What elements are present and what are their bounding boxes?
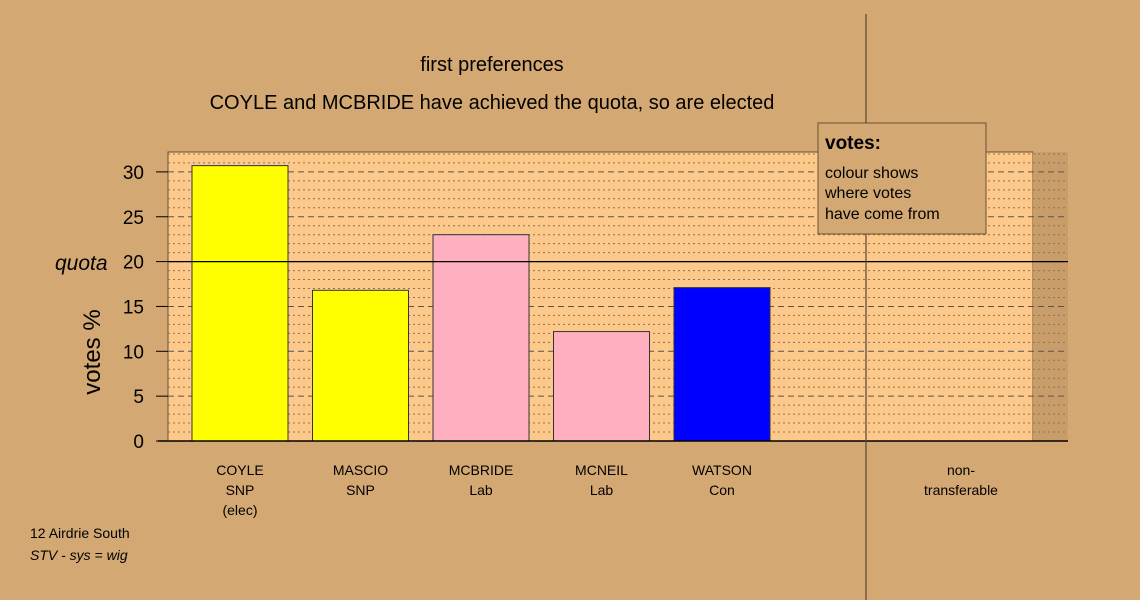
nontransferable-area bbox=[1033, 152, 1068, 441]
x-tick-label: WATSON bbox=[692, 462, 752, 478]
x-tick-label: MCNEIL bbox=[575, 462, 628, 478]
bar-mascio bbox=[312, 289, 409, 442]
y-tick-label: 0 bbox=[133, 432, 144, 453]
bar-coyle bbox=[191, 165, 289, 442]
legend-line: where votes bbox=[824, 185, 911, 202]
x-axis-labels: COYLE SNP (elec) MASCIO SNP MCBRIDE Lab MCNEIL L… bbox=[216, 462, 998, 518]
chart-title: first preferences bbox=[420, 54, 563, 76]
bar-watson bbox=[673, 287, 771, 442]
quota-label: quota bbox=[55, 252, 108, 275]
y-tick-label: 30 bbox=[123, 163, 144, 184]
bars bbox=[191, 165, 771, 442]
y-tick-label: 10 bbox=[123, 342, 144, 363]
x-tick-label: COYLE bbox=[216, 462, 263, 478]
y-tick-label: 20 bbox=[123, 253, 144, 274]
legend-box: votes: colour shows where votes have com… bbox=[817, 122, 987, 235]
x-tick-label: Con bbox=[709, 482, 735, 498]
x-tick-label-nontransferable: non- bbox=[947, 462, 975, 478]
x-tick-label: MCBRIDE bbox=[449, 462, 514, 478]
x-tick-label-nontransferable: transferable bbox=[924, 482, 998, 498]
y-tick-label: 5 bbox=[133, 387, 144, 408]
x-tick-label: Lab bbox=[469, 482, 493, 498]
bar-mcbride bbox=[432, 234, 530, 442]
bar-mcneil bbox=[553, 331, 650, 442]
x-tick-label: (elec) bbox=[222, 502, 257, 518]
legend-line: colour shows bbox=[825, 165, 918, 182]
y-tick-label: 25 bbox=[123, 208, 144, 229]
x-tick-label: MASCIO bbox=[333, 462, 388, 478]
chart-subtitle: COYLE and MCBRIDE have achieved the quot… bbox=[210, 92, 775, 114]
x-tick-label: SNP bbox=[226, 482, 255, 498]
y-axis-label: votes % bbox=[79, 309, 106, 394]
y-tick-label: 15 bbox=[123, 297, 144, 318]
x-tick-label: Lab bbox=[590, 482, 614, 498]
legend-title: votes: bbox=[825, 133, 881, 154]
footer-ward: 12 Airdrie South bbox=[30, 525, 130, 541]
y-axis-ticks: 0 5 10 15 20 25 30 bbox=[123, 163, 168, 453]
x-tick-label: SNP bbox=[346, 482, 375, 498]
legend-line: have come from bbox=[825, 206, 940, 223]
footer-system: STV - sys = wig bbox=[30, 547, 128, 563]
